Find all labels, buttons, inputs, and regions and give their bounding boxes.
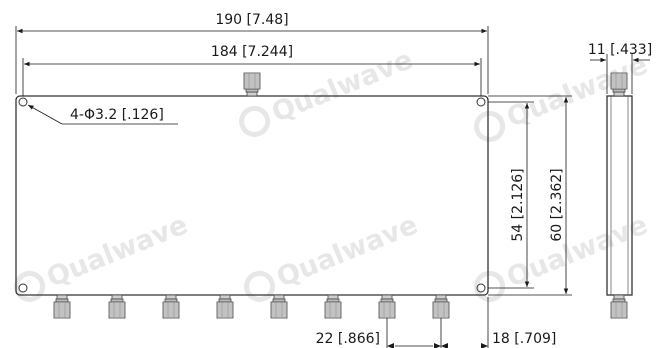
side-output-connector-icon [610,294,628,319]
hole-callout-label: 4-Φ3.2 [.126] [70,107,164,123]
output-connector-icon [432,294,450,319]
watermark-logo-icon [239,105,271,137]
dim-overall-length [15,26,489,94]
output-connector-icon [378,294,396,319]
dim-hole-pitch-height [488,101,534,289]
watermark-3: Qualwave [244,209,423,302]
dim-edge-offset-label: 18 [.709] [492,331,556,347]
watermark-logo-icon [14,270,46,302]
dim-overall-length-label: 190 [7.48] [215,12,288,28]
output-connector-icon [162,294,180,319]
dim-hole-spacing-label: 184 [7.244] [211,44,293,60]
dim-overall-height [488,95,572,296]
mounting-holes [18,97,486,293]
output-connector-icon [270,294,288,319]
watermark-text: Qualwave [273,209,423,293]
mounting-hole [18,97,28,107]
dim-hole-pitch-height-label: 54 [2.126] [510,168,526,241]
watermark-logo-icon [474,110,506,142]
dim-port-pitch-label: 22 [.866] [316,331,380,347]
dim-hole-spacing [22,58,482,96]
watermark-text: Qualwave [43,209,193,293]
output-connector-icon [324,294,342,319]
output-connector-icon [53,294,71,319]
dim-overall-height-label: 60 [2.362] [549,168,565,241]
mounting-hole [476,283,486,293]
output-connector-icon [108,294,126,319]
watermark-logo-icon [474,270,506,302]
input-connector-icon [243,72,261,97]
output-connector-icon [216,294,234,319]
mounting-hole [476,97,486,107]
watermark-logo-icon [244,270,276,302]
watermark-text: Qualwave [503,49,653,133]
dim-thickness [590,54,650,94]
dim-port-pitch [386,297,489,348]
watermark-4: Qualwave [474,49,653,142]
hole-callout-leader [27,104,178,125]
dim-thickness-label: 11 [.433] [588,42,652,58]
watermark-1: Qualwave [14,209,193,302]
mounting-hole [18,283,28,293]
dim-arrowheads [387,343,488,348]
